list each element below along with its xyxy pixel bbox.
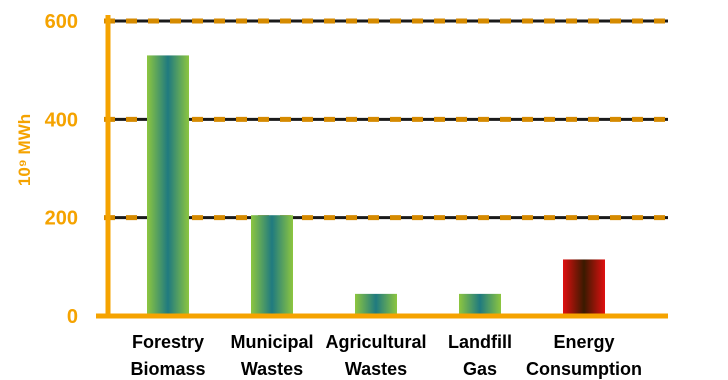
- y-tick-label-3: 600: [45, 11, 78, 33]
- y-tick-label-1: 200: [45, 208, 78, 230]
- bars: [147, 55, 605, 317]
- bar-4: [563, 259, 605, 316]
- y-tick-label-2: 400: [45, 109, 78, 131]
- bar-0: [147, 55, 189, 317]
- x-tick-label-3-0: Landfill: [448, 332, 512, 352]
- x-tick-label-1-0: Municipal: [230, 332, 313, 352]
- x-tick-label-0-1: Biomass: [130, 359, 205, 379]
- x-tick-label-3-1: Gas: [463, 359, 497, 379]
- x-tick-label-1-1: Wastes: [241, 359, 303, 379]
- bar-3: [459, 293, 501, 316]
- y-axis-label: 10⁹ MWh: [15, 114, 34, 186]
- x-tick-label-2-0: Agricultural: [325, 332, 426, 352]
- bar-2: [355, 293, 397, 316]
- bar-1: [251, 215, 293, 316]
- axes: [96, 15, 668, 319]
- x-tick-label-4-0: Energy: [553, 332, 614, 352]
- x-tick-labels: Forestry Biomass Municipal Wastes Agricultur…: [130, 332, 642, 379]
- y-tick-label-0: 0: [67, 306, 78, 328]
- gridlines: [104, 18, 668, 221]
- x-tick-label-0-0: Forestry: [132, 332, 204, 352]
- x-tick-label-4-1: Consumption: [526, 359, 642, 379]
- y-tick-labels: 0 200 400 600: [45, 11, 78, 328]
- x-tick-label-2-1: Wastes: [345, 359, 407, 379]
